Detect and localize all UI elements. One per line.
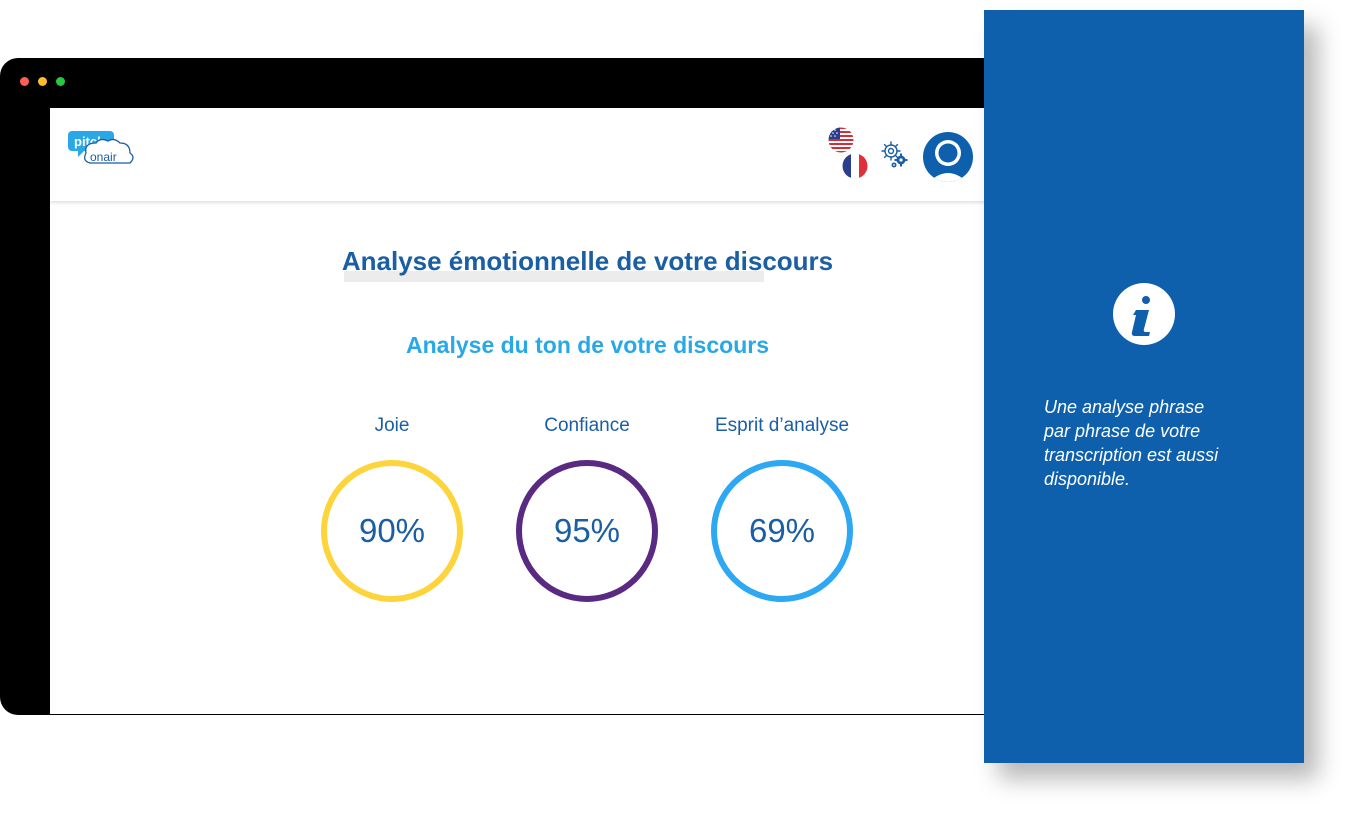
ring-circle bbox=[711, 460, 853, 602]
gears-icon[interactable] bbox=[879, 139, 911, 171]
metric-ring: 95% bbox=[514, 458, 660, 604]
metric-value: 95% bbox=[553, 512, 621, 549]
metric-ring: 90% bbox=[319, 458, 465, 604]
info-text-line: disponible. bbox=[1044, 469, 1131, 489]
metric-joie: Joie 90% bbox=[292, 414, 492, 604]
fr-flag-icon[interactable] bbox=[842, 153, 868, 179]
maximize-window-button[interactable] bbox=[56, 77, 65, 86]
tone-analysis-subtitle: Analyse du ton de votre discours bbox=[406, 332, 769, 358]
language-selector bbox=[828, 127, 872, 181]
metric-value: 90% bbox=[358, 512, 426, 549]
us-flag-icon[interactable] bbox=[828, 127, 854, 153]
page-viewport: pitch onair bbox=[50, 108, 1000, 715]
metric-label: Esprit d’analyse bbox=[714, 415, 850, 436]
browser-window: pitch onair bbox=[0, 58, 1000, 715]
close-window-button[interactable] bbox=[20, 77, 29, 86]
info-text: Une analyse phrase par phrase de votre t… bbox=[1044, 395, 1254, 491]
metric-label: Confiance bbox=[544, 415, 630, 436]
ring-circle bbox=[516, 460, 658, 602]
info-text-line: transcription est aussi bbox=[1044, 445, 1219, 465]
metric-label: Joie bbox=[374, 415, 410, 436]
page-title: Analyse émotionnelle de votre discours bbox=[341, 246, 834, 276]
info-panel: Une analyse phrase par phrase de votre t… bbox=[984, 10, 1304, 763]
metric-confiance: Confiance 95% bbox=[487, 414, 687, 604]
pitch-onair-logo[interactable]: pitch onair bbox=[68, 127, 136, 169]
metric-esprit-analyse: Esprit d’analyse 69% bbox=[682, 414, 882, 604]
info-text-line: Une analyse phrase bbox=[1044, 397, 1205, 417]
minimize-window-button[interactable] bbox=[38, 77, 47, 86]
app-header: pitch onair bbox=[50, 108, 1000, 201]
title-highlight bbox=[344, 271, 764, 282]
metric-ring: 69% bbox=[709, 458, 855, 604]
window-controls bbox=[20, 77, 65, 86]
info-text-line: par phrase de votre bbox=[1044, 421, 1201, 441]
logo-text-onair: onair bbox=[90, 150, 117, 164]
user-avatar-icon[interactable] bbox=[922, 131, 974, 183]
info-icon bbox=[1113, 283, 1175, 345]
metric-value: 69% bbox=[748, 512, 816, 549]
ring-circle bbox=[321, 460, 463, 602]
